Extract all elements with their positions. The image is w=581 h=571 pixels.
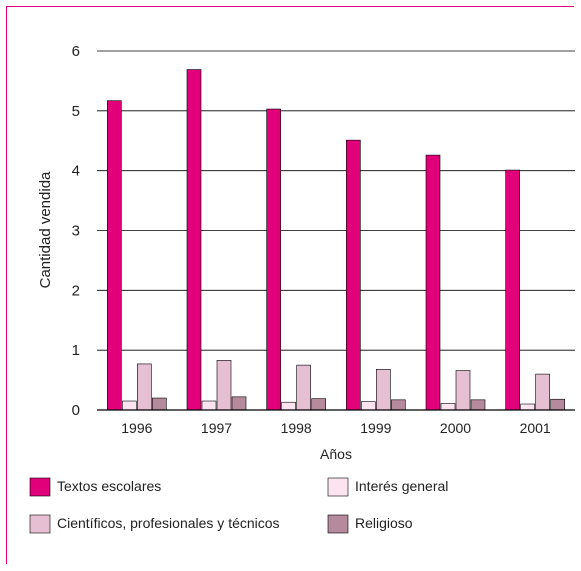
bar-1998-series-3	[311, 398, 326, 411]
legend-swatch	[29, 477, 51, 497]
y-axis-label: Cantidad vendida	[37, 171, 54, 288]
bar-1997-series-0	[186, 69, 202, 411]
x-tick-labels: 1996 1997 1998 1999 2000 2001	[121, 420, 551, 436]
x-tick-label: 2000	[440, 420, 471, 436]
legend-swatch	[327, 477, 349, 497]
gridlines	[97, 50, 575, 351]
bar-1999-series-3	[391, 399, 406, 411]
bar-1999-series-2	[376, 369, 391, 411]
x-tick-label: 1999	[360, 420, 391, 436]
bar-1999-series-1	[361, 401, 376, 411]
legend-label: Interés general	[355, 478, 448, 494]
legend-label: Textos escolares	[57, 478, 161, 494]
y-tick-label: 3	[72, 223, 80, 240]
bar-2001-series-1	[520, 403, 535, 411]
bar-2000-series-0	[425, 154, 441, 411]
x-tick-label: 1997	[201, 420, 232, 436]
legend-swatch	[327, 514, 349, 534]
bar-2000-series-2	[455, 370, 471, 411]
bar-1996-series-0	[107, 100, 122, 411]
y-tick-label: 5	[72, 103, 80, 120]
bars	[107, 69, 565, 411]
bar-1996-series-2	[137, 363, 152, 411]
bar-2000-series-3	[470, 399, 486, 411]
bar-2001-series-3	[550, 398, 565, 411]
y-tick-label: 0	[72, 402, 80, 419]
bar-1997-series-1	[201, 400, 217, 411]
x-tick-label: 1998	[281, 420, 312, 436]
bar-1999-series-0	[346, 139, 361, 411]
bar-1996-series-1	[122, 400, 137, 411]
bar-2001-series-0	[505, 169, 520, 411]
bar-1996-series-3	[152, 397, 167, 411]
legend-swatch	[29, 514, 51, 534]
y-tick-label: 6	[72, 43, 80, 60]
bar-1998-series-0	[266, 108, 281, 411]
legend-label: Científicos, profesionales y técnicos	[57, 515, 280, 531]
bar-1997-series-2	[216, 360, 232, 411]
bar-2001-series-2	[535, 373, 550, 411]
x-axis-label: Años	[320, 446, 352, 462]
legend: Textos escolares Interés general Científic…	[29, 477, 448, 534]
chart-frame	[6, 6, 574, 564]
bar-1998-series-2	[296, 364, 311, 411]
y-tick-labels: 0 1 2 3 4 5 6	[72, 43, 80, 419]
legend-label: Religioso	[355, 515, 413, 531]
x-tick-label: 2001	[520, 420, 551, 436]
x-tick-label: 1996	[121, 420, 152, 436]
y-tick-label: 1	[72, 342, 80, 359]
bar-2000-series-1	[440, 403, 456, 411]
bar-1998-series-1	[281, 401, 296, 411]
bar-1997-series-3	[231, 396, 247, 411]
y-tick-label: 2	[72, 282, 80, 299]
y-tick-label: 4	[72, 163, 80, 180]
